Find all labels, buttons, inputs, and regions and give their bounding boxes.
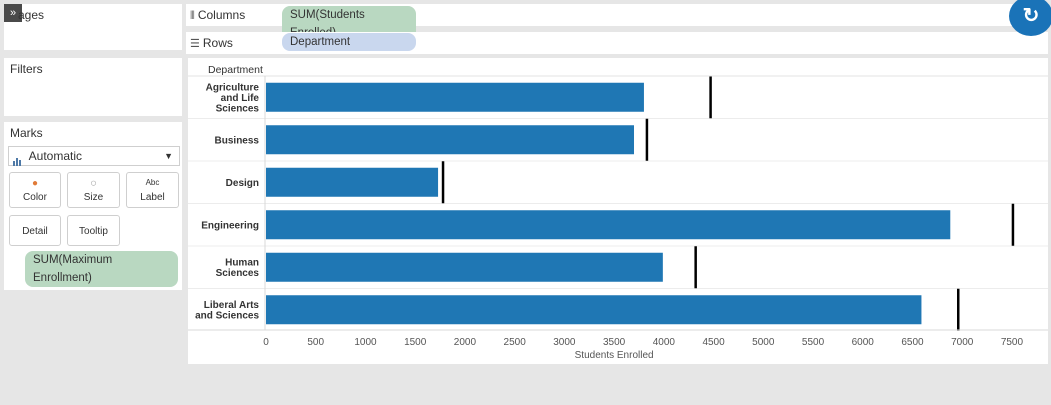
pages-card: » ages [4, 4, 182, 50]
label-text-icon: Abc [145, 178, 160, 187]
bar [266, 82, 644, 112]
rows-icon: ☰ [190, 38, 200, 50]
category-label: Human Sciences [216, 258, 260, 280]
columns-icon: ⦀ [190, 10, 195, 22]
label-button[interactable]: Abc Label [126, 172, 179, 208]
category-label: Agriculture and Life Sciences [206, 82, 260, 114]
x-tick-label: 6000 [852, 337, 875, 348]
x-tick-label: 4000 [653, 337, 676, 348]
mark-type-label: Automatic [28, 149, 83, 163]
color-button[interactable]: ● Color [9, 172, 61, 208]
bar-chart-icon [13, 148, 22, 166]
marks-field-pill[interactable]: SUM(Maximum Enrollment) [25, 251, 178, 287]
refresh-button[interactable]: ↻ [1009, 0, 1051, 36]
marks-title: Marks [10, 126, 43, 140]
rows-field-pill[interactable]: Department [282, 33, 416, 51]
bar [266, 125, 635, 155]
x-tick-label: 5000 [752, 337, 775, 348]
pages-title: ages [18, 8, 45, 22]
x-tick-label: 4500 [702, 337, 725, 348]
rows-label-text: Rows [202, 36, 233, 50]
category-label: Liberal Arts and Sciences [195, 300, 259, 322]
category-label: Business [215, 135, 260, 146]
rows-shelf-label: ☰ Rows [190, 36, 233, 50]
size-button[interactable]: ◌ Size [67, 172, 120, 208]
category-label: Design [226, 178, 259, 189]
filters-title: Filters [10, 62, 43, 76]
chevron-down-icon: ▼ [164, 151, 173, 161]
x-tick-label: 1500 [404, 337, 427, 348]
x-tick-label: 1000 [354, 337, 377, 348]
collapse-icon[interactable]: » [4, 4, 22, 22]
bar [266, 252, 663, 282]
tooltip-label: Tooltip [79, 226, 108, 237]
bar [266, 295, 922, 325]
x-tick-label: 3000 [553, 337, 576, 348]
x-tick-label: 7500 [1001, 337, 1024, 348]
x-tick-label: 3500 [603, 337, 626, 348]
filters-card: Filters [4, 58, 182, 116]
x-tick-label: 2500 [504, 337, 527, 348]
color-palette-icon: ● [31, 178, 39, 189]
x-tick-label: 6500 [901, 337, 924, 348]
detail-label: Detail [22, 226, 48, 237]
columns-label-text: Columns [197, 8, 246, 22]
columns-shelf-label: ⦀ Columns [190, 8, 245, 23]
x-axis-title: Students Enrolled [575, 350, 654, 361]
x-tick-label: 0 [263, 337, 269, 348]
row-header-label: Department [208, 64, 263, 76]
category-label: Engineering [201, 220, 259, 231]
bar [266, 167, 439, 197]
size-icon: ◌ [90, 178, 97, 189]
x-tick-label: 7000 [951, 337, 974, 348]
detail-button[interactable]: Detail [9, 215, 61, 246]
x-tick-label: 5500 [802, 337, 825, 348]
label-label: Label [140, 192, 165, 203]
x-tick-label: 2000 [454, 337, 477, 348]
refresh-icon: ↻ [1022, 5, 1040, 27]
tooltip-button[interactable]: Tooltip [67, 215, 120, 246]
bar [266, 210, 951, 240]
mark-type-dropdown[interactable]: Automatic ▼ [8, 146, 180, 166]
x-tick-label: 500 [307, 337, 324, 348]
bar-chart: Agriculture and Life Sciences Business Desig… [188, 64, 1048, 361]
size-label: Size [83, 192, 104, 203]
color-label: Color [23, 192, 47, 203]
chart-area: Agriculture and Life Sciences Business Desig… [188, 58, 1048, 364]
